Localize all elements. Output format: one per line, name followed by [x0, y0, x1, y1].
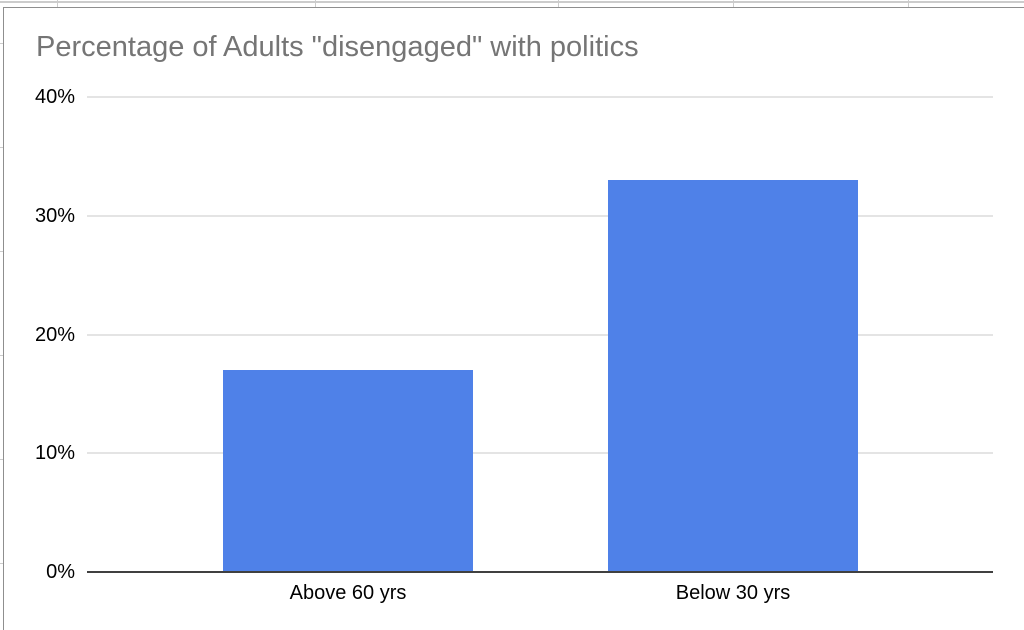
sheet-gridline-column-0	[57, 0, 58, 7]
sheet-gridline-column-4	[908, 0, 909, 7]
y-axis-tick-label-20: 20%	[34, 323, 75, 346]
gridline-10	[87, 452, 993, 455]
sheet-gridline-horizontal	[0, 1, 1024, 3]
gridline-40	[87, 96, 993, 98]
sheet-gridline-row-4	[0, 459, 3, 460]
chart-panel[interactable]: Percentage of Adults "disengaged" with p…	[3, 7, 1024, 630]
gridline-20	[87, 333, 993, 336]
sheet-gridline-column-1	[315, 0, 316, 7]
x-axis-category-label-1: Above 60 yrs	[289, 582, 407, 604]
x-axis-line	[87, 571, 993, 573]
chart-title: Percentage of Adults "disengaged" with p…	[36, 31, 639, 63]
y-axis-tick-label-0: 0%	[46, 561, 75, 583]
sheet-gridline-column-3	[733, 0, 734, 7]
gridline-30	[87, 214, 993, 217]
sheet-gridline-row-0	[0, 43, 3, 44]
y-axis-tick-label-40: 40%	[34, 86, 75, 108]
sheet-gridline-row-3	[0, 355, 3, 356]
y-axis-tick-label-10: 10%	[34, 442, 75, 465]
bar-above-60-yrs[interactable]	[223, 370, 473, 572]
sheet-gridline-row-2	[0, 251, 3, 252]
bar-below-30-yrs[interactable]	[608, 180, 858, 572]
sheet-gridline-column-2	[558, 0, 559, 7]
sheet-gridline-row-1	[0, 147, 3, 148]
plot-area: 0% 10% 20% 30% 40% Above 60 yrs Below 30 yrs	[4, 8, 1024, 630]
sheet-gridline-row-5	[0, 563, 3, 564]
x-axis-category-label-2: Below 30 yrs	[675, 582, 791, 604]
y-axis-tick-label-30: 30%	[34, 204, 75, 227]
